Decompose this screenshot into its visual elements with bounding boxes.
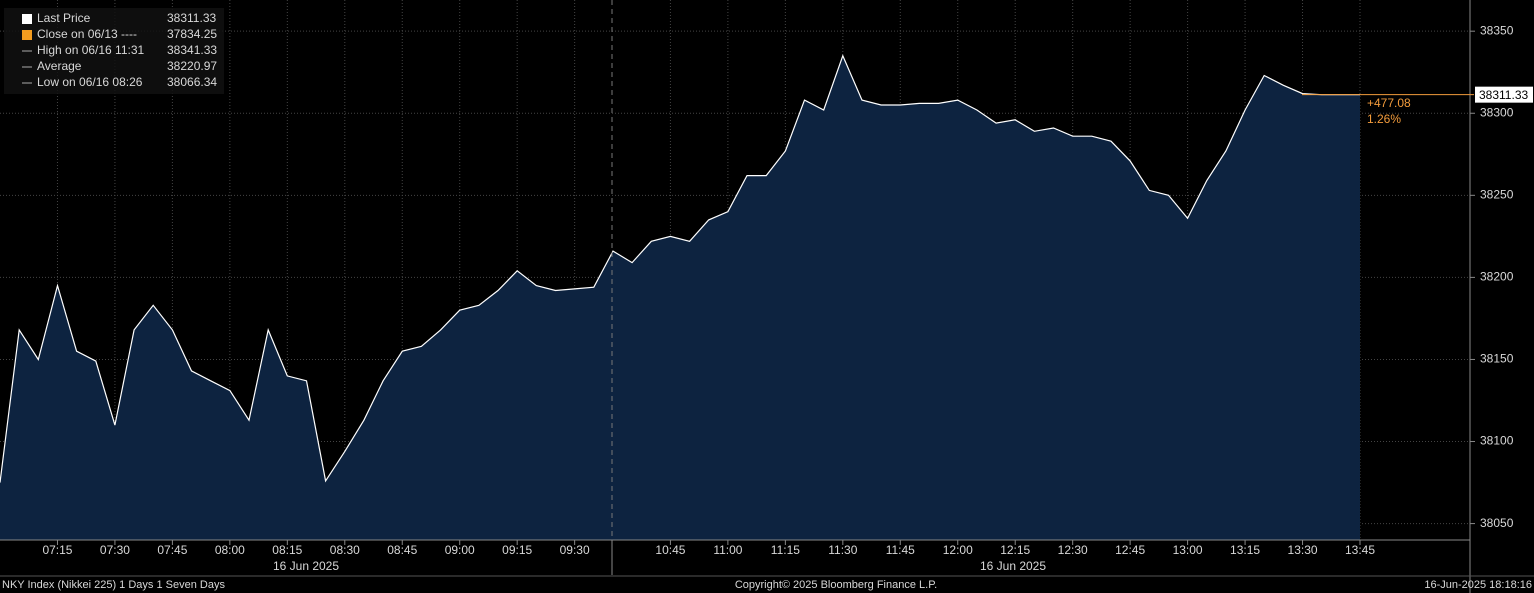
x-tick-label: 07:15 xyxy=(42,543,72,557)
annotation: +477.08 xyxy=(1367,96,1411,110)
overlay: 38050 38100 38150 38200 38250 38300 38350 07:15… xyxy=(2,11,1533,591)
y-tick-label: 38100 xyxy=(1480,434,1514,448)
x-tick-label: 13:15 xyxy=(1230,543,1260,557)
y-tick-label: 38350 xyxy=(1480,23,1514,37)
x-tick-label: 12:30 xyxy=(1058,543,1088,557)
x-tick-label: 09:30 xyxy=(560,543,590,557)
date-label: 16 Jun 2025 xyxy=(273,559,339,573)
legend-value: 38341.33 xyxy=(167,43,217,57)
legend-value: 37834.25 xyxy=(167,27,217,41)
price-line xyxy=(0,54,1360,483)
x-tick-label: 09:15 xyxy=(502,543,532,557)
legend-label: Last Price xyxy=(37,11,91,25)
x-tick-label: 10:45 xyxy=(655,543,685,557)
y-tick-label: 38150 xyxy=(1480,352,1514,366)
x-tick-label: 13:00 xyxy=(1173,543,1203,557)
x-tick-label: 08:45 xyxy=(387,543,417,557)
last-price-label: 38311.33 xyxy=(1479,88,1528,102)
x-tick-label: 07:30 xyxy=(100,543,130,557)
legend-label: Low on 06/16 08:26 xyxy=(37,75,143,89)
date-label: 16 Jun 2025 xyxy=(980,559,1046,573)
legend-swatch xyxy=(22,14,32,24)
x-tick-label: 11:15 xyxy=(771,543,800,557)
legend-swatch xyxy=(22,30,32,40)
y-tick-label: 38200 xyxy=(1480,270,1514,284)
annotation: 1.26% xyxy=(1367,112,1401,126)
legend-label: High on 06/16 11:31 xyxy=(37,43,145,57)
last-price-tag xyxy=(1475,86,1533,103)
legend-label: Close on 06/13 ---- xyxy=(37,27,137,41)
legend-value: 38066.34 xyxy=(167,75,217,89)
x-tick-label: 08:00 xyxy=(215,543,245,557)
x-tick-label: 11:00 xyxy=(713,543,742,557)
x-tick-label: 11:45 xyxy=(886,543,915,557)
y-tick-label: 38300 xyxy=(1480,105,1514,119)
x-tick-label: 12:00 xyxy=(943,543,973,557)
legend-value: 38311.33 xyxy=(167,11,216,25)
x-tick-label: 08:30 xyxy=(330,543,360,557)
x-tick-label: 11:30 xyxy=(828,543,857,557)
y-tick-label: 38050 xyxy=(1480,516,1514,530)
plot-area xyxy=(0,0,1475,541)
legend-value: 38220.97 xyxy=(167,59,217,73)
x-tick-label: 09:00 xyxy=(445,543,475,557)
x-tick-label: 12:15 xyxy=(1000,543,1030,557)
footer-text: Copyright© 2025 Bloomberg Finance L.P. xyxy=(735,579,937,591)
footer-text: NKY Index (Nikkei 225) 1 Days 1 Seven Da… xyxy=(2,579,225,591)
area xyxy=(0,55,1360,541)
x-tick-label: 07:45 xyxy=(157,543,187,557)
x-tick-label: 08:15 xyxy=(272,543,302,557)
x-tick-label: 13:30 xyxy=(1288,543,1318,557)
legend-box xyxy=(4,8,224,94)
footer-text: 16-Jun-2025 18:18:16 xyxy=(1424,579,1532,591)
x-tick-label: 12:45 xyxy=(1115,543,1145,557)
y-tick-label: 38250 xyxy=(1480,187,1514,201)
legend-label: Average xyxy=(37,59,82,73)
x-tick-label: 13:45 xyxy=(1345,543,1375,557)
